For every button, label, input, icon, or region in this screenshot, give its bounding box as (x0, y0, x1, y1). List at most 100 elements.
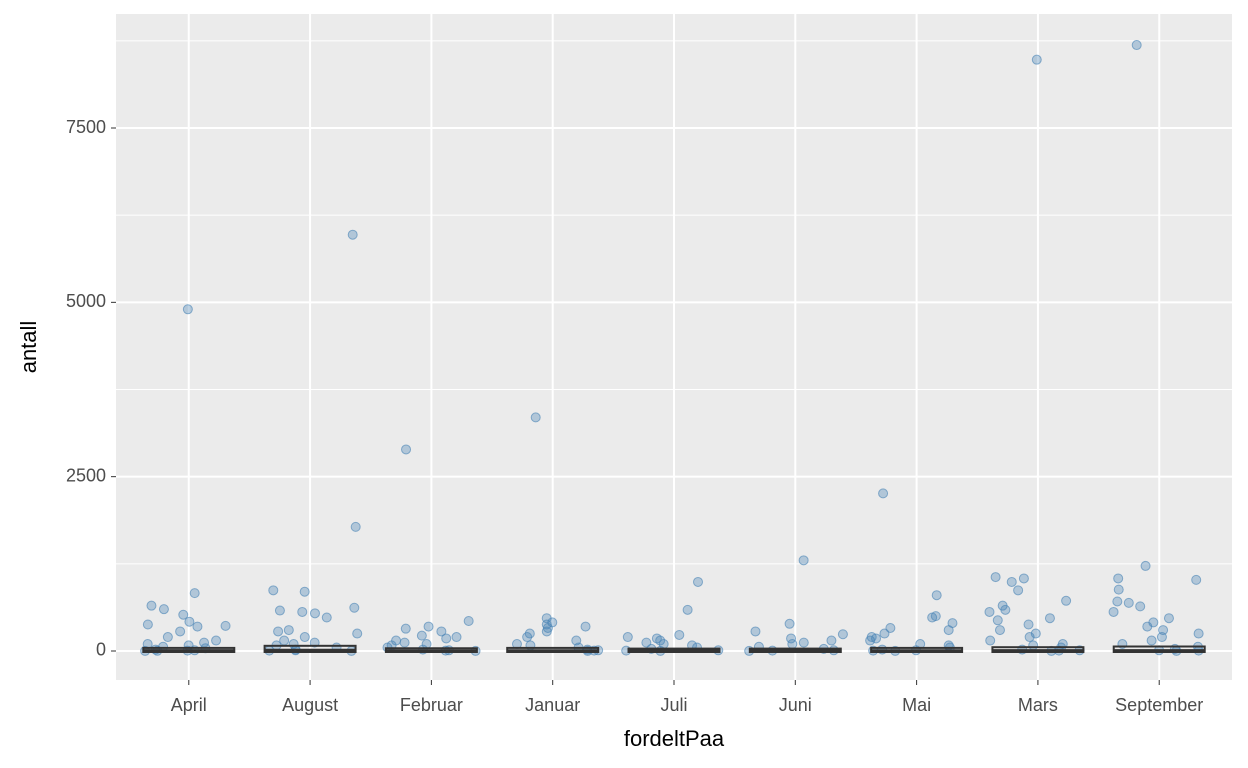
point (182, 304, 193, 315)
x-axis-title: fordeltPaa (624, 726, 725, 751)
point (268, 585, 279, 596)
point (522, 632, 533, 643)
point (1031, 54, 1042, 65)
point (682, 604, 693, 615)
point (297, 606, 308, 617)
y-tick-label: 0 (96, 640, 106, 660)
point (416, 630, 427, 641)
point (1113, 573, 1124, 584)
point (1000, 604, 1011, 615)
point (1108, 606, 1119, 617)
point (349, 602, 360, 613)
point (451, 632, 462, 643)
x-tick-label: Februar (400, 695, 463, 715)
point (879, 628, 890, 639)
y-axis-title: antall (16, 321, 41, 374)
point (162, 632, 173, 643)
point (436, 626, 447, 637)
x-tick-label: Juli (660, 695, 687, 715)
point (580, 621, 591, 632)
y-tick-label: 5000 (66, 291, 106, 311)
point (1006, 576, 1017, 587)
point (931, 590, 942, 601)
point (622, 632, 633, 643)
y-tick-label: 7500 (66, 117, 106, 137)
point (400, 623, 411, 634)
point (175, 626, 186, 637)
point (299, 632, 310, 643)
point (158, 604, 169, 615)
point (992, 615, 1003, 626)
point (943, 625, 954, 636)
point (1113, 584, 1124, 595)
point (463, 616, 474, 627)
point (142, 619, 153, 630)
point (309, 608, 320, 619)
point (787, 639, 798, 650)
point (1018, 573, 1029, 584)
point (441, 633, 452, 644)
point (1023, 619, 1034, 630)
point (274, 605, 285, 616)
x-tick-label: September (1115, 695, 1203, 715)
x-tick-label: April (171, 695, 207, 715)
point (211, 635, 222, 646)
point (1156, 632, 1167, 643)
point (352, 628, 363, 639)
x-tick-label: Mars (1018, 695, 1058, 715)
point (1028, 640, 1039, 651)
point (1135, 601, 1146, 612)
point (798, 637, 809, 648)
point (423, 621, 434, 632)
point (1024, 632, 1035, 643)
y-tick-label: 2500 (66, 465, 106, 485)
point (189, 588, 200, 599)
point (1193, 628, 1204, 639)
point (927, 612, 938, 623)
point (1142, 621, 1153, 632)
point (350, 521, 361, 532)
point (784, 618, 795, 629)
point (1112, 596, 1123, 607)
point (871, 633, 882, 644)
point (674, 629, 685, 640)
point (146, 600, 157, 611)
point (693, 576, 704, 587)
point (184, 616, 195, 627)
point (299, 586, 310, 597)
point (1123, 597, 1134, 608)
point (984, 606, 995, 617)
point (994, 625, 1005, 636)
point (1013, 585, 1024, 596)
point (541, 626, 552, 637)
point (273, 626, 284, 637)
point (1044, 613, 1055, 624)
point (878, 488, 889, 499)
point (178, 609, 189, 620)
point (1163, 613, 1174, 624)
point (321, 612, 332, 623)
point (1146, 635, 1157, 646)
x-tick-label: Januar (525, 695, 580, 715)
point (1191, 574, 1202, 585)
x-tick-label: August (282, 695, 338, 715)
point (283, 625, 294, 636)
x-tick-label: Juni (779, 695, 812, 715)
point (990, 572, 1001, 583)
point (220, 620, 231, 631)
point (347, 229, 358, 240)
point (985, 635, 996, 646)
point (1061, 595, 1072, 606)
point (399, 637, 410, 648)
point (865, 635, 876, 646)
point (192, 621, 203, 632)
point (798, 555, 809, 566)
point (837, 629, 848, 640)
point (1140, 560, 1151, 571)
point (530, 412, 541, 423)
x-tick-label: Mai (902, 695, 931, 715)
point (1131, 40, 1142, 51)
point (826, 635, 837, 646)
point (401, 444, 412, 455)
